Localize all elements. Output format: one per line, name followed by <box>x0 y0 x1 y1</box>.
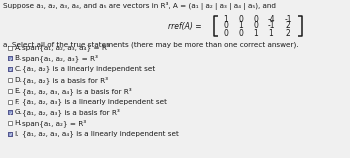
Bar <box>8 78 12 82</box>
Text: {a₁, a₂, a₃} is a basis for R³: {a₁, a₂, a₃} is a basis for R³ <box>21 108 119 116</box>
Text: D.: D. <box>14 77 22 83</box>
Text: B.: B. <box>14 55 22 61</box>
Text: ✓: ✓ <box>8 56 12 61</box>
Text: 2: 2 <box>286 21 290 30</box>
Bar <box>8 132 12 136</box>
Text: span{a₁, a₂, a₃, a₄} = R³: span{a₁, a₂, a₃, a₄} = R³ <box>21 44 109 51</box>
Bar <box>8 56 12 60</box>
Text: 1: 1 <box>254 28 258 37</box>
Bar <box>8 67 12 71</box>
Text: {a₁, a₂, a₃, a₄} is a linearly independent set: {a₁, a₂, a₃, a₄} is a linearly independe… <box>21 131 178 137</box>
Text: C.: C. <box>14 66 22 72</box>
Text: -1: -1 <box>284 15 292 24</box>
Bar <box>8 89 12 93</box>
Text: 0: 0 <box>224 28 229 37</box>
Text: {a₁, a₂} is a linearly independent set: {a₁, a₂} is a linearly independent set <box>21 66 155 73</box>
Bar <box>8 132 12 136</box>
Text: {a₁, a₂, a₃} is a linearly independent set: {a₁, a₂, a₃} is a linearly independent s… <box>21 98 167 105</box>
Text: {a₁, a₂, a₃, a₄} is a basis for R³: {a₁, a₂, a₃, a₄} is a basis for R³ <box>21 87 131 95</box>
Text: 1: 1 <box>239 21 243 30</box>
Bar <box>8 100 12 103</box>
Text: ✓: ✓ <box>8 131 12 136</box>
Text: 0: 0 <box>253 21 258 30</box>
Text: rref(A) =: rref(A) = <box>168 21 202 30</box>
Text: span{a₁, a₂} = R³: span{a₁, a₂} = R³ <box>21 119 86 127</box>
Text: A.: A. <box>14 45 22 51</box>
Bar <box>8 121 12 125</box>
Text: ✓: ✓ <box>8 110 12 115</box>
Bar <box>8 110 12 114</box>
Text: ✓: ✓ <box>8 67 12 72</box>
Text: 1: 1 <box>224 15 228 24</box>
Text: I.: I. <box>14 131 19 137</box>
Text: H.: H. <box>14 120 22 126</box>
Text: Suppose a₁, a₂, a₃, a₄, and a₅ are vectors in R³, A = (a₁ | a₂ | a₃ | a₄ | a₅), : Suppose a₁, a₂, a₃, a₄, and a₅ are vecto… <box>3 2 276 10</box>
Bar <box>8 46 12 49</box>
Text: G.: G. <box>14 109 22 115</box>
Text: -4: -4 <box>267 15 275 24</box>
Text: 0: 0 <box>224 21 229 30</box>
Text: {a₁, a₂} is a basis for R³: {a₁, a₂} is a basis for R³ <box>21 76 107 84</box>
Bar <box>8 67 12 71</box>
Text: 0: 0 <box>239 15 244 24</box>
Text: a. Select all of the true statements (there may be more than one correct answer): a. Select all of the true statements (th… <box>3 42 299 49</box>
Text: E.: E. <box>14 88 21 94</box>
Text: -1: -1 <box>267 21 275 30</box>
Bar <box>8 110 12 114</box>
Text: 1: 1 <box>269 28 273 37</box>
Text: 0: 0 <box>239 28 244 37</box>
Bar <box>8 56 12 60</box>
Text: 0: 0 <box>253 15 258 24</box>
Text: 2: 2 <box>286 28 290 37</box>
Text: F.: F. <box>14 98 20 104</box>
Text: span{a₁, a₂, a₃} = R³: span{a₁, a₂, a₃} = R³ <box>21 54 97 62</box>
